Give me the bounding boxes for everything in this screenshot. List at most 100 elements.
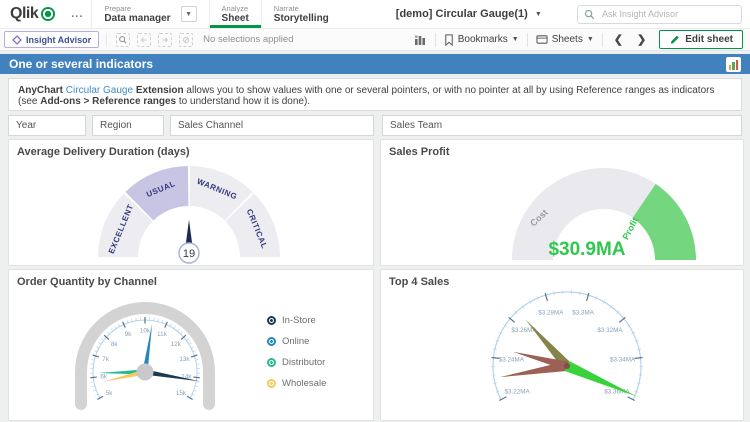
selection-tools — [106, 33, 193, 47]
chevron-down-icon: ▼ — [587, 36, 594, 43]
sheets-label: Sheets — [552, 34, 583, 45]
filter-row: Year Region Sales Channel Sales Team — [8, 115, 742, 136]
sheet-title-bar: One or several indicators — [0, 54, 750, 74]
chevron-down-icon: ▼ — [512, 36, 519, 43]
selections-status: No selections applied — [203, 34, 293, 45]
svg-text:8k: 8k — [111, 341, 119, 348]
search-input[interactable] — [600, 8, 720, 20]
delivery-gauge: EXCELLENTUSUALWARNINGCRITICAL19 — [17, 158, 367, 264]
svg-text:$3.28MA: $3.28MA — [538, 309, 564, 316]
legend-dot — [267, 379, 276, 388]
panel-top-4-sales: Top 4 Sales $3.22MA$3.24MA$3.26MA$3.28MA… — [380, 269, 744, 421]
svg-text:$3.24MA: $3.24MA — [499, 357, 525, 364]
prepare-dropdown-button[interactable]: ▼ — [181, 6, 197, 22]
nav-analyze-item: Sheet — [222, 13, 249, 25]
step-back-icon[interactable] — [137, 33, 151, 47]
qlik-logo-text: Qlik — [10, 5, 38, 23]
search-selections-icon[interactable] — [116, 33, 130, 47]
legend-dot — [267, 337, 276, 346]
more-menu-button[interactable]: ... — [63, 8, 91, 20]
step-forward-icon[interactable] — [158, 33, 172, 47]
svg-text:9k: 9k — [125, 331, 133, 338]
panel-title: Order Quantity by Channel — [17, 276, 365, 288]
svg-text:10k: 10k — [140, 328, 151, 335]
sheet-title: One or several indicators — [9, 57, 153, 71]
app-objects-icon[interactable] — [413, 33, 427, 47]
svg-text:13k: 13k — [179, 356, 190, 363]
nav-prepare-section: Prepare — [104, 4, 170, 13]
svg-text:6k: 6k — [100, 373, 108, 380]
panel-average-delivery-duration: Average Delivery Duration (days) EXCELLE… — [8, 139, 374, 266]
svg-text:11k: 11k — [157, 331, 168, 338]
panel-title: Top 4 Sales — [389, 276, 735, 288]
circular-gauge-link[interactable]: Circular Gauge — [66, 85, 133, 96]
desc-addons: Add-ons > Reference ranges — [40, 96, 176, 107]
svg-text:5k: 5k — [106, 390, 114, 397]
nav-prepare-item: Data manager — [104, 13, 170, 25]
svg-text:Profit: Profit — [620, 216, 640, 241]
panel-order-quantity-by-channel: Order Quantity by Channel 5k6k7k8k9k10k1… — [8, 269, 374, 421]
filter-sales-team[interactable]: Sales Team — [382, 115, 742, 136]
legend-item[interactable]: In-Store — [267, 315, 362, 326]
qlik-q-icon — [41, 7, 55, 21]
legend-dot — [267, 358, 276, 367]
insight-advisor-icon — [12, 35, 22, 45]
legend-item[interactable]: Wholesale — [267, 378, 362, 389]
top-4-sales-gauge: $3.22MA$3.24MA$3.26MA$3.28MA$3.3MA$3.32M… — [389, 288, 737, 418]
anychart-bar-chart-icon — [726, 57, 741, 72]
nav-prepare[interactable]: Prepare Data manager ▼ — [91, 0, 208, 28]
nav-narrate[interactable]: Narrate Storytelling — [261, 0, 341, 28]
legend-item[interactable]: Distributor — [267, 357, 362, 368]
pencil-icon — [669, 34, 680, 45]
edit-sheet-label: Edit sheet — [685, 34, 733, 45]
panel-title: Average Delivery Duration (days) — [17, 146, 365, 158]
sheet-description: AnyChart Circular Gauge Extension allows… — [8, 78, 742, 111]
svg-text:$3.34MA: $3.34MA — [610, 357, 636, 364]
qlik-logo: Qlik — [0, 0, 63, 28]
panel-title: Sales Profit — [389, 146, 735, 158]
legend-item[interactable]: Online — [267, 336, 362, 347]
svg-text:19: 19 — [183, 248, 195, 260]
search-icon — [584, 9, 595, 20]
channel-legend: In-Store Online Distributor Wholesale — [267, 288, 362, 418]
toolbar-separator — [602, 33, 603, 47]
chevron-down-icon: ▼ — [535, 11, 542, 18]
insight-advisor-label: Insight Advisor — [26, 35, 91, 45]
svg-text:$30.9MA: $30.9MA — [548, 239, 625, 260]
legend-label: In-Store — [282, 315, 316, 326]
svg-text:$3.22MA: $3.22MA — [505, 388, 531, 395]
filter-sales-channel[interactable]: Sales Channel — [170, 115, 374, 136]
selections-bar: Insight Advisor No selections applied — [0, 29, 750, 51]
app-title-menu[interactable]: [demo] Circular Gauge(1) ▼ — [396, 0, 542, 28]
order-quantity-gauge: 5k6k7k8k9k10k11k12k13k14k15k — [17, 288, 267, 418]
sheets-menu[interactable]: Sheets ▼ — [536, 34, 594, 45]
sales-profit-gauge: CostProfit$30.9MA — [389, 158, 737, 262]
next-sheet-button[interactable]: ❯ — [634, 33, 649, 46]
sheet-icon — [536, 34, 548, 45]
svg-text:15k: 15k — [176, 390, 187, 397]
nav-analyze-section: Analyze — [222, 4, 249, 13]
filter-year[interactable]: Year — [8, 115, 86, 136]
edit-sheet-button[interactable]: Edit sheet — [659, 30, 743, 49]
svg-text:$3.3MA: $3.3MA — [572, 309, 595, 316]
bookmarks-menu[interactable]: Bookmarks ▼ — [444, 34, 519, 46]
bookmark-icon — [444, 34, 454, 46]
svg-text:$3.32MA: $3.32MA — [597, 327, 623, 334]
panel-sales-profit: Sales Profit CostProfit$30.9MA — [380, 139, 744, 266]
filter-region[interactable]: Region — [92, 115, 164, 136]
legend-label: Wholesale — [282, 378, 326, 389]
insight-advisor-button[interactable]: Insight Advisor — [4, 31, 99, 48]
legend-label: Online — [282, 336, 309, 347]
selbar-right-tools: Bookmarks ▼ Sheets ▼ ❮ ❯ Edit sheet — [413, 30, 746, 49]
insight-advisor-search[interactable] — [577, 5, 742, 24]
sheet-grid: Average Delivery Duration (days) EXCELLE… — [8, 139, 742, 421]
desc-tail: to understand how it is done). — [179, 96, 310, 107]
clear-selections-icon[interactable] — [179, 33, 193, 47]
nav-analyze[interactable]: Analyze Sheet — [209, 0, 261, 28]
legend-dot — [267, 316, 276, 325]
nav-narrate-item: Storytelling — [274, 13, 329, 25]
previous-sheet-button[interactable]: ❮ — [611, 33, 626, 46]
legend-label: Distributor — [282, 357, 325, 368]
svg-text:12k: 12k — [171, 341, 182, 348]
desc-extension: Extension — [136, 85, 184, 96]
